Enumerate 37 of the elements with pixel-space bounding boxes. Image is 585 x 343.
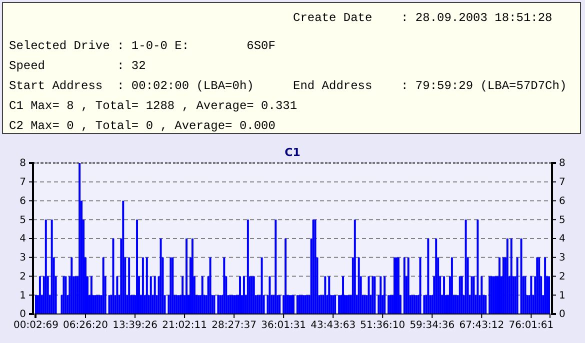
y-tick-label: 2 [20, 271, 26, 282]
x-tick-label: 43:43:63 [310, 320, 356, 332]
y-tick-label: 4 [20, 234, 26, 245]
y2-tick-label: 7 [559, 177, 566, 188]
x-tick-label: 51:36:10 [360, 320, 406, 332]
text: Create Date : 28.09.2003 18:51:28 [293, 11, 552, 25]
y-tick-label: 5 [20, 214, 26, 226]
y-tick-label: 7 [20, 177, 26, 188]
x-tick-label: 28:27:37 [212, 320, 257, 332]
text: Speed : 32 [9, 59, 146, 73]
text: C1 Max= 8 , Total= 1288 , Average= 0.331 [9, 99, 298, 113]
text: Selected Drive : 1-0-0 E: 6S0F [9, 39, 276, 53]
y-tick-label: 1 [20, 290, 26, 302]
y2-tick-label: 6 [559, 196, 566, 207]
y-tick-label: 3 [20, 252, 26, 264]
y2-tick-label: 1 [559, 290, 566, 302]
x-tick-label: 67:43:12 [459, 320, 504, 332]
y2-tick-label: 3 [559, 252, 566, 264]
x-tick-label: 00:02:69 [14, 320, 58, 332]
x-tick-label: 21:02:11 [162, 320, 208, 332]
text: C2 Max= 0 , Total= 0 , Average= 0.000 [9, 119, 276, 133]
y-tick-label: 8 [20, 158, 26, 170]
chart-title: C1 [284, 146, 300, 159]
y-tick-label: 6 [20, 196, 26, 207]
y2-tick-label: 5 [559, 214, 566, 226]
x-tick-label: 59:34:36 [410, 320, 455, 332]
text: End Address : 79:59:29 (LBA=57D7Ch) [293, 79, 567, 93]
y2-tick-label: 8 [559, 158, 566, 170]
text: Start Address : 00:02:00 (LBA=0h) [9, 79, 254, 93]
y2-tick-label: 4 [559, 234, 566, 245]
x-tick-label: 06:26:20 [63, 320, 108, 332]
x-tick-label: 13:39:26 [112, 320, 158, 332]
x-tick-label: 76:01:61 [508, 320, 554, 332]
x-tick-label: 36:01:31 [261, 320, 306, 332]
y2-tick-label: 0 [559, 309, 566, 320]
y-tick-label: 0 [20, 309, 26, 320]
y2-tick-label: 2 [559, 271, 566, 282]
